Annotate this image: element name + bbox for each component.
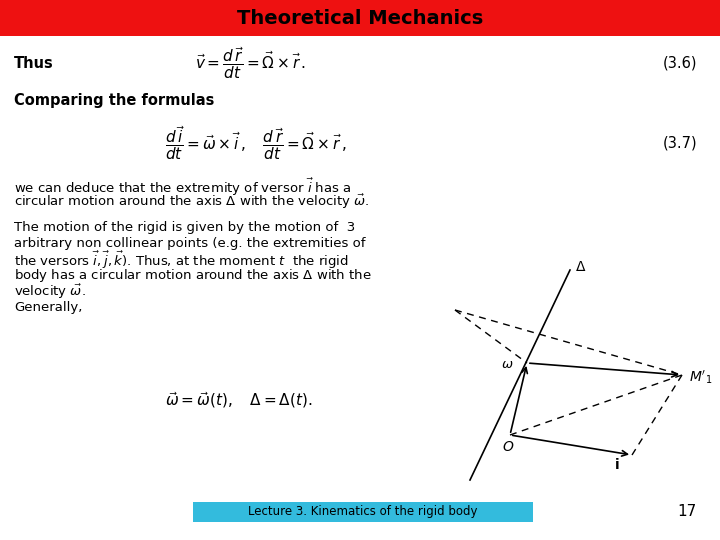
Text: $\vec{v} = \dfrac{d\,\vec{r}}{dt} = \vec{\Omega} \times \vec{r}\,.$: $\vec{v} = \dfrac{d\,\vec{r}}{dt} = \vec… <box>195 45 306 81</box>
Bar <box>0 0 720 36</box>
Text: Thus: Thus <box>14 56 54 71</box>
Text: Comparing the formulas: Comparing the formulas <box>14 92 215 107</box>
Text: $\dfrac{d\,\vec{i}}{dt} = \vec{\omega} \times \vec{i}\,,\quad\dfrac{d\,\vec{r}}{: $\dfrac{d\,\vec{i}}{dt} = \vec{\omega} \… <box>165 124 346 162</box>
Text: Lecture 3. Kinematics of the rigid body: Lecture 3. Kinematics of the rigid body <box>248 505 478 518</box>
Text: (3.6): (3.6) <box>662 56 697 71</box>
Text: circular motion around the axis $\Delta$ with the velocity $\vec{\omega}$.: circular motion around the axis $\Delta$… <box>14 193 369 211</box>
Text: $M'_1$: $M'_1$ <box>689 368 712 386</box>
Text: we can deduce that the extremity of versor $\vec{i}$ has a: we can deduce that the extremity of vers… <box>14 177 351 198</box>
Text: arbitrary non collinear points (e.g. the extremities of: arbitrary non collinear points (e.g. the… <box>14 238 366 251</box>
Text: body has a circular motion around the axis $\Delta$ with the: body has a circular motion around the ax… <box>14 267 372 285</box>
Text: the versors $\vec{i},\vec{j},\vec{k}$). Thus, at the moment $t$  the rigid: the versors $\vec{i},\vec{j},\vec{k}$). … <box>14 249 348 271</box>
Text: Theoretical Mechanics: Theoretical Mechanics <box>237 9 483 28</box>
Text: (3.7): (3.7) <box>662 136 697 151</box>
Text: $\omega$: $\omega$ <box>500 358 513 371</box>
Text: The motion of the rigid is given by the motion of  3: The motion of the rigid is given by the … <box>14 221 355 234</box>
Text: $O$: $O$ <box>502 440 514 454</box>
Text: 17: 17 <box>678 504 697 519</box>
Text: velocity $\vec{\omega}$.: velocity $\vec{\omega}$. <box>14 283 86 301</box>
Bar <box>193 502 533 522</box>
Text: Generally,: Generally, <box>14 301 82 314</box>
Text: $\Delta$: $\Delta$ <box>575 260 586 274</box>
Text: $\mathbf{i}$: $\mathbf{i}$ <box>614 457 620 472</box>
Text: $\vec{\omega} = \vec{\omega}(t),\quad \Delta = \Delta(t).$: $\vec{\omega} = \vec{\omega}(t),\quad \D… <box>165 390 312 410</box>
